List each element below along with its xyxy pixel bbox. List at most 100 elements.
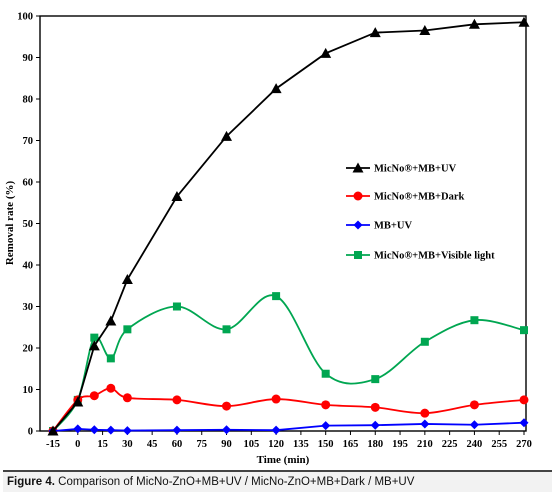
x-tick-label: 75 xyxy=(196,439,207,450)
y-ticks: 0 10 20 30 40 50 60 70 80 90 100 xyxy=(17,12,40,438)
data-point xyxy=(171,191,183,202)
y-tick-label: 70 xyxy=(23,136,34,147)
caption-text: Comparison of MicNo-ZnO+MB+UV / MicNo-Zn… xyxy=(58,476,415,488)
data-point xyxy=(272,292,281,301)
x-tick-label: 195 xyxy=(392,439,408,450)
data-point xyxy=(321,400,331,410)
legend-marker xyxy=(353,191,363,201)
data-point xyxy=(222,425,232,435)
x-tick-label: 180 xyxy=(367,439,383,450)
data-point xyxy=(73,424,83,434)
x-tick-label: 15 xyxy=(97,439,108,450)
data-point xyxy=(121,274,133,285)
legend-label: MicNo®+MB+UV xyxy=(374,164,457,175)
data-point xyxy=(520,326,528,335)
data-point xyxy=(370,420,380,430)
x-tick-label: 120 xyxy=(268,439,284,450)
series-0 xyxy=(47,16,530,436)
data-point xyxy=(172,425,182,435)
data-point xyxy=(369,27,381,38)
legend-label: MicNo®+MB+Visible light xyxy=(374,251,495,262)
data-point xyxy=(222,401,232,411)
legend-item: MicNo®+MB+UV xyxy=(346,162,457,175)
x-tick-label: 60 xyxy=(172,439,183,450)
x-tick-label: 240 xyxy=(467,439,483,450)
data-point xyxy=(106,383,116,393)
data-point xyxy=(88,340,100,351)
y-tick-label: 40 xyxy=(23,261,34,272)
data-point xyxy=(172,302,181,311)
data-point xyxy=(470,316,479,325)
x-tick-label: 255 xyxy=(491,439,507,450)
y-tick-label: 30 xyxy=(23,302,34,313)
data-point xyxy=(469,420,479,430)
x-ticks: -15 0 15 30 45 60 75 90 105 120 135 150 165 180 195 210… xyxy=(46,431,532,450)
series-1 xyxy=(48,383,529,436)
legend-marker xyxy=(354,251,362,259)
x-tick-label: 225 xyxy=(442,439,458,450)
x-axis-title: Time (min) xyxy=(257,454,310,466)
data-point xyxy=(122,393,132,403)
data-point xyxy=(106,354,115,363)
series-line xyxy=(52,21,525,432)
x-tick-label: 210 xyxy=(417,439,433,450)
y-tick-label: 100 xyxy=(17,12,33,23)
legend-item: MicNo®+MB+Dark xyxy=(346,191,465,203)
x-tick-label: 165 xyxy=(343,439,359,450)
figure-label: Figure 4. xyxy=(7,476,55,488)
data-point xyxy=(47,425,59,436)
data-point xyxy=(270,83,282,94)
y-tick-label: 90 xyxy=(23,53,34,64)
data-point xyxy=(89,425,99,435)
data-point xyxy=(122,426,132,436)
legend-item: MicNo®+MB+Visible light xyxy=(346,251,495,262)
data-point xyxy=(89,391,99,401)
x-tick-label: 105 xyxy=(243,439,259,450)
x-tick-label: 270 xyxy=(516,439,532,450)
data-point xyxy=(321,421,331,431)
legend: MicNo®+MB+UV MicNo®+MB+Dark MB+UV MicNo®+MB… xyxy=(346,162,495,262)
x-tick-label: 45 xyxy=(147,439,158,450)
data-point xyxy=(519,418,529,428)
data-point xyxy=(320,47,332,58)
data-point xyxy=(321,369,330,378)
legend-label: MB+UV xyxy=(374,221,412,232)
data-point xyxy=(90,333,99,342)
y-tick-label: 60 xyxy=(23,178,34,189)
series-line xyxy=(52,294,525,432)
data-point xyxy=(271,425,281,435)
x-tick-label: 150 xyxy=(318,439,334,450)
y-tick-label: 0 xyxy=(28,427,33,438)
series-3 xyxy=(49,292,528,435)
data-point xyxy=(123,325,132,334)
x-tick-label: 0 xyxy=(75,439,80,450)
data-point xyxy=(468,18,480,29)
data-point xyxy=(420,419,430,429)
legend-label: MicNo®+MB+Dark xyxy=(374,192,465,203)
plot-frame xyxy=(39,15,527,432)
data-point xyxy=(221,130,233,141)
data-point xyxy=(419,25,431,36)
y-tick-label: 20 xyxy=(23,344,34,355)
data-point xyxy=(72,396,84,407)
y-tick-label: 50 xyxy=(23,219,34,230)
legend-marker xyxy=(353,220,363,230)
series-layer xyxy=(47,16,530,436)
legend-item: MB+UV xyxy=(346,220,412,232)
data-point xyxy=(469,400,479,410)
series-2 xyxy=(48,418,529,436)
data-point xyxy=(518,16,530,27)
x-tick-label: 135 xyxy=(293,439,309,450)
data-point xyxy=(371,375,380,384)
data-point xyxy=(106,425,116,435)
data-point xyxy=(420,337,429,346)
x-tick-label: 90 xyxy=(221,439,232,450)
series-line xyxy=(52,421,525,432)
data-point xyxy=(271,394,281,404)
data-point xyxy=(105,315,117,326)
chart-figure: 0 10 20 30 40 50 60 70 80 90 100 -15 0 15 30 45 60 75 90 1… xyxy=(4,12,532,467)
data-point xyxy=(420,408,430,418)
data-point xyxy=(172,395,182,405)
x-tick-label: 30 xyxy=(122,439,133,450)
data-point xyxy=(222,325,231,334)
